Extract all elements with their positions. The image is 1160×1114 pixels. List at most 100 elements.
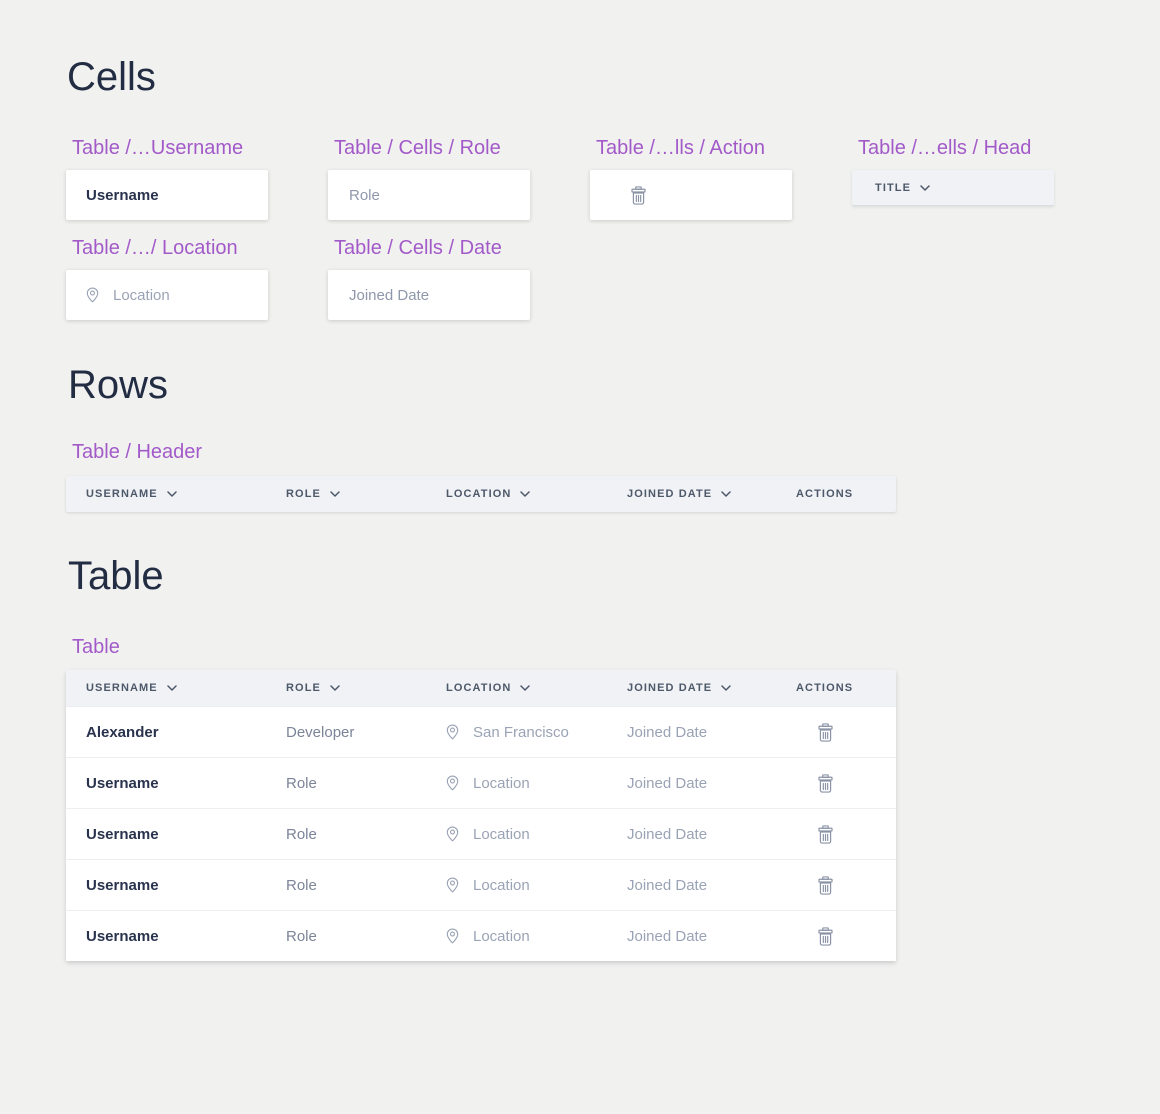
component-label-head[interactable]: Table /…ells / Head [858, 137, 1032, 159]
role-cell-value: Role [349, 186, 380, 204]
component-label-action[interactable]: Table /…lls / Action [596, 137, 765, 159]
component-label-role[interactable]: Table / Cells / Role [334, 137, 501, 159]
column-header-label: ROLE [286, 682, 321, 694]
location-cell-card: Location [66, 270, 268, 320]
action-cell-card [590, 170, 792, 220]
head-cell-title: TITLE [875, 181, 912, 194]
column-header-label: JOINED DATE [627, 682, 713, 694]
table-row: Username Role Location Joined Date [66, 757, 896, 808]
column-header-username[interactable]: USERNAME [86, 682, 286, 694]
column-header-role[interactable]: ROLE [286, 488, 446, 500]
cell-role: Role [286, 774, 317, 792]
date-cell-value: Joined Date [349, 286, 430, 304]
column-header-actions: ACTIONS [796, 682, 896, 694]
table-row: Alexander Developer San Francisco Joined… [66, 706, 896, 757]
cell-location-text: Location [473, 876, 530, 894]
column-header-joined-date[interactable]: JOINED DATE [627, 488, 796, 500]
role-cell-card: Role [328, 170, 530, 220]
component-label-location[interactable]: Table /…/ Location [72, 237, 238, 259]
map-pin-icon [86, 287, 99, 303]
component-label-table[interactable]: Table [72, 636, 120, 658]
chevron-down-icon [167, 685, 177, 691]
column-header-label: ACTIONS [796, 682, 854, 694]
map-pin-icon [446, 928, 459, 944]
cell-location-text: Location [473, 825, 530, 843]
chevron-down-icon [520, 685, 531, 691]
cell-username: Alexander [86, 723, 159, 741]
cells-row-2: Table /…/ Location Location Table / Cell… [66, 236, 1160, 320]
cell-username: Username [86, 927, 159, 945]
cell-actions [796, 824, 896, 844]
cell-joined-date: Joined Date [627, 876, 708, 894]
column-header-label: LOCATION [446, 488, 512, 500]
trash-icon[interactable] [817, 926, 896, 946]
column-header-role[interactable]: ROLE [286, 682, 446, 694]
cell-joined-date: Joined Date [627, 927, 708, 945]
component-label-username[interactable]: Table /…Username [72, 137, 244, 159]
column-header-location[interactable]: LOCATION [446, 682, 627, 694]
cell-location: Location [446, 826, 627, 843]
cell-actions [796, 773, 896, 793]
trash-icon[interactable] [817, 722, 896, 742]
trash-icon[interactable] [817, 875, 896, 895]
chevron-down-icon [721, 491, 731, 497]
trash-icon[interactable] [817, 824, 896, 844]
component-label-date[interactable]: Table / Cells / Date [334, 237, 502, 259]
cell-group-action: Table /…lls / Action [590, 136, 792, 220]
column-header-location[interactable]: LOCATION [446, 488, 627, 500]
cell-actions [796, 926, 896, 946]
column-header-label: JOINED DATE [627, 488, 713, 500]
table-section-title: Table [68, 554, 164, 598]
cell-role: Role [286, 825, 317, 843]
column-header-label: LOCATION [446, 682, 512, 694]
user-table: USERNAME ROLE LOCATION JOINED DATE ACTIO… [66, 670, 896, 961]
cell-joined-date: Joined Date [627, 723, 708, 741]
table-row: Username Role Location Joined Date [66, 859, 896, 910]
cell-joined-date: Joined Date [627, 825, 708, 843]
table-header-row: USERNAME ROLE LOCATION JOINED DATE ACTIO… [66, 670, 896, 706]
column-header-username[interactable]: USERNAME [86, 488, 286, 500]
table-header-row: USERNAME ROLE LOCATION JOINED DATE ACTIO… [66, 476, 896, 512]
column-header-joined-date[interactable]: JOINED DATE [627, 682, 796, 694]
cell-joined-date: Joined Date [627, 774, 708, 792]
trash-icon[interactable] [817, 773, 896, 793]
cell-location-text: Location [473, 927, 530, 945]
chevron-down-icon [520, 491, 531, 497]
cell-group-username: Table /…Username Username [66, 136, 268, 220]
cell-username: Username [86, 825, 159, 843]
column-header-label: USERNAME [86, 682, 158, 694]
table-row: Username Role Location Joined Date [66, 910, 896, 961]
username-cell-card: Username [66, 170, 268, 220]
component-label-table-header[interactable]: Table / Header [72, 441, 203, 463]
location-cell-value: Location [113, 286, 170, 304]
chevron-down-icon [330, 685, 340, 691]
trash-icon[interactable] [630, 185, 647, 205]
cells-row-1: Table /…Username Username Table / Cells … [66, 136, 1160, 220]
username-cell-value: Username [86, 186, 159, 204]
chevron-down-icon [330, 491, 340, 497]
cell-role: Role [286, 927, 317, 945]
head-cell-sort-control[interactable]: TITLE [875, 182, 930, 194]
cell-group-role: Table / Cells / Role Role [328, 136, 530, 220]
cell-username: Username [86, 774, 159, 792]
cell-location-text: Location [473, 774, 530, 792]
cell-actions [796, 875, 896, 895]
cell-location: Location [446, 928, 627, 945]
column-header-label: ACTIONS [796, 488, 854, 500]
cell-location: Location [446, 775, 627, 792]
cell-group-head: Table /…ells / Head TITLE [852, 136, 1054, 220]
chevron-down-icon [920, 184, 930, 191]
chevron-down-icon [167, 491, 177, 497]
column-header-actions: ACTIONS [796, 488, 896, 500]
cells-section-title: Cells [67, 55, 156, 99]
cell-group-date: Table / Cells / Date Joined Date [328, 236, 530, 320]
map-pin-icon [446, 724, 459, 740]
date-cell-card: Joined Date [328, 270, 530, 320]
cell-username: Username [86, 876, 159, 894]
cell-actions [796, 722, 896, 742]
cell-location: San Francisco [446, 724, 627, 741]
cell-role: Developer [286, 723, 355, 741]
chevron-down-icon [721, 685, 731, 691]
head-cell-card: TITLE [852, 170, 1054, 206]
map-pin-icon [446, 877, 459, 893]
